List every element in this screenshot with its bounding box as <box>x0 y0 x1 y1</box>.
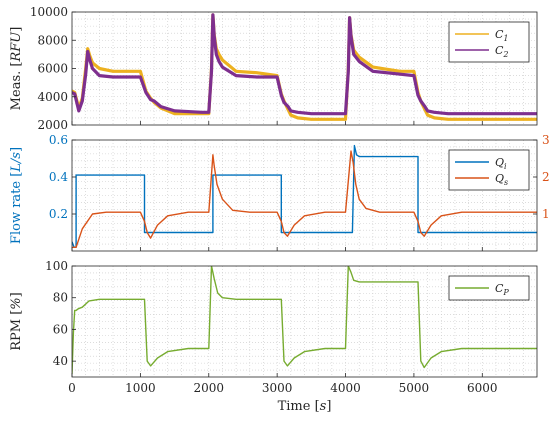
y-tick-label: 40 <box>53 354 68 368</box>
legend-label: CP <box>495 282 509 297</box>
legend: CP <box>448 275 530 301</box>
legend-label: Qs <box>495 172 508 187</box>
x-tick-label: 5000 <box>399 381 430 395</box>
legend-box <box>448 21 530 63</box>
y-tick-label: 10000 <box>30 5 68 19</box>
series-line-qi <box>72 144 537 249</box>
y-axis-label: Meas. [RFU] <box>9 27 24 111</box>
axes-box <box>71 265 538 378</box>
y-tick-label-right: 2 <box>542 170 550 184</box>
x-tick-label: 3000 <box>262 381 293 395</box>
series-line-qs <box>72 150 537 249</box>
x-tick-label: 0 <box>68 381 76 395</box>
x-tick-label: 2000 <box>193 381 224 395</box>
y-tick-label: 0.6 <box>49 133 68 147</box>
y-tick-label: 0.2 <box>49 207 68 221</box>
x-tick-label: 1000 <box>125 381 156 395</box>
y-tick-label: 100 <box>45 259 68 273</box>
y-tick-label: 0.4 <box>49 170 68 184</box>
x-tick-label: 6000 <box>467 381 498 395</box>
x-axis-label: Time [s] <box>278 399 332 414</box>
series-line-cp <box>72 266 537 374</box>
grid <box>72 266 537 377</box>
series-line-c2 <box>72 13 537 116</box>
y-tick-label: 2000 <box>37 118 68 132</box>
y-tick-label-right: 1 <box>542 207 550 221</box>
y-tick-label: 6000 <box>37 62 68 76</box>
legend-label: C1 <box>495 28 509 43</box>
y-axis-label: Flow rate [L/s] <box>9 147 24 244</box>
legend-label: C2 <box>495 44 509 59</box>
y-tick-label: 4000 <box>37 90 68 104</box>
legend-box <box>448 149 530 191</box>
y-tick-label-right: 3 <box>542 133 550 147</box>
y-axis-label: RPM [%] <box>9 292 24 351</box>
y-tick-label: 8000 <box>37 33 68 47</box>
x-tick-label: 4000 <box>330 381 361 395</box>
axes-box <box>71 139 538 252</box>
y-tick-label: 80 <box>53 291 68 305</box>
legend-label: Qi <box>495 156 507 171</box>
y-tick-label: 60 <box>53 322 68 336</box>
